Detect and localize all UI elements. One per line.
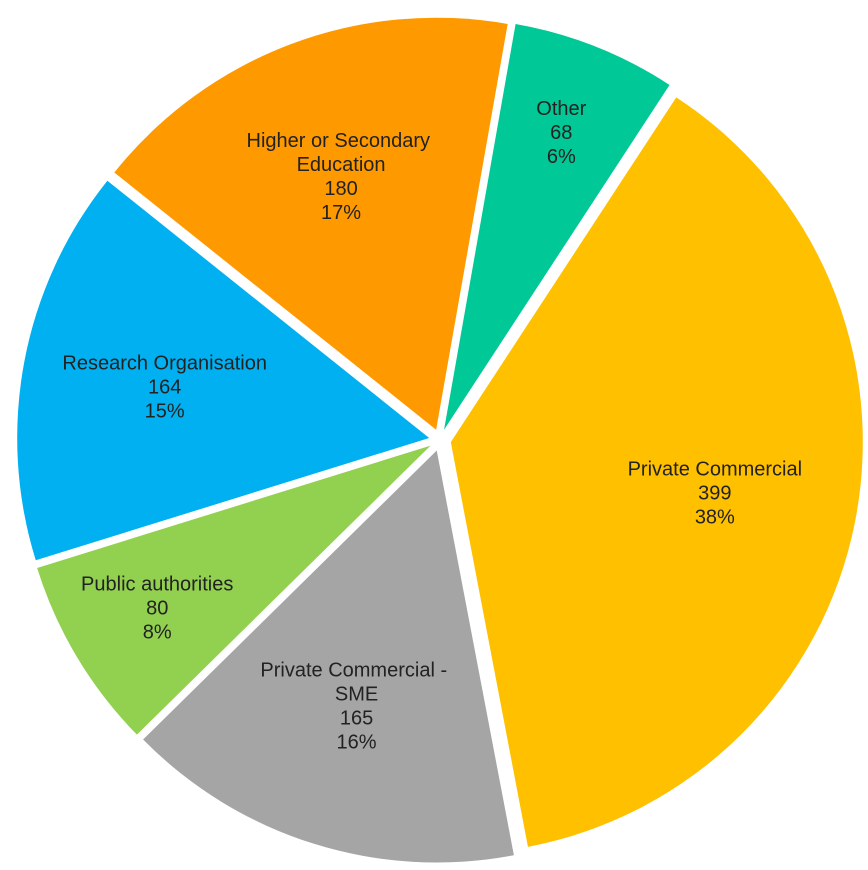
pie-slice [450,97,863,847]
slice-percent: 38% [695,507,735,529]
slice-label: Higher or Secondary Education [247,130,436,176]
label-line: Education [297,154,386,176]
pie-slice [37,445,431,735]
slice-value: 399 [698,483,731,505]
slice-label: Private Commercial [628,459,802,481]
pie-slice [143,450,514,863]
slice-label: Research Organisation [62,352,267,374]
pie-slice [114,17,508,430]
slice-value: 68 [550,122,572,144]
slice-label: Private Commercial - SME [260,660,452,706]
pie-slice [444,24,670,430]
slice-value: 164 [148,376,181,398]
pie-slice [17,180,430,561]
label-line: Higher or Secondary [247,130,436,152]
slice-value: 165 [340,708,373,730]
label-line: SME [335,684,378,706]
slice-label: Public authorities [81,574,233,596]
slice-value: 80 [146,598,168,620]
slice-percent: 6% [547,146,576,168]
slice-label: Other [536,98,586,120]
slice-value: 180 [324,178,357,200]
slice-percent: 17% [321,202,361,224]
slice-percent: 16% [337,732,377,754]
slice-percent: 8% [143,622,172,644]
slice-percent: 15% [145,400,185,422]
label-line: Private Commercial - [260,660,452,682]
